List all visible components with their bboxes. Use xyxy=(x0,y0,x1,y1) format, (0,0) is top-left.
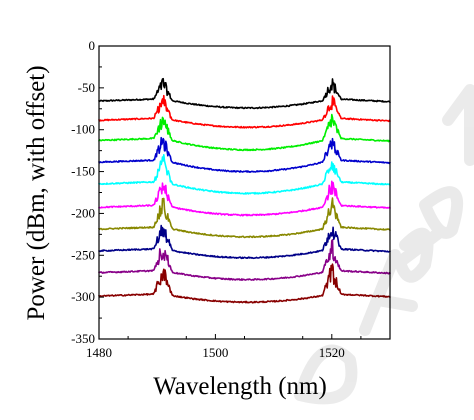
y-axis-title: Power (dBm, with offset) xyxy=(23,65,50,320)
spectrum-series-line xyxy=(98,94,391,129)
spectrum-series-line xyxy=(98,180,391,217)
spectrum-series-line xyxy=(98,136,391,173)
spectrum-series-line xyxy=(98,113,391,152)
spectrum-series-line xyxy=(98,263,391,304)
y-tick-label: -250 xyxy=(71,247,95,262)
x-tick-label: 1500 xyxy=(202,345,228,360)
accepted-manuscript-watermark xyxy=(294,84,474,405)
y-tick-label: 0 xyxy=(89,38,96,53)
x-axis-title: Wavelength (nm) xyxy=(153,373,327,400)
y-tick-label: -300 xyxy=(71,289,95,304)
y-tick-label: -100 xyxy=(71,122,95,137)
spectrum-series-line xyxy=(98,224,391,260)
x-tick-label: 1520 xyxy=(319,345,345,360)
spectrum-series-line xyxy=(98,239,391,281)
y-tick-label: -350 xyxy=(71,331,95,346)
y-tick-label: -150 xyxy=(71,164,95,179)
y-tick-label: -200 xyxy=(71,205,95,220)
spectrum-series-line xyxy=(98,77,391,110)
spectrum-series-line xyxy=(98,197,391,239)
y-tick-label: -50 xyxy=(78,80,95,95)
spectrum-series-line xyxy=(98,154,391,195)
x-tick-label: 1480 xyxy=(86,345,112,360)
ticks-layer: 1480 1500 1520 0 -50 -100 -150 -200 -250 -300 -350 xyxy=(71,38,362,360)
series-layer xyxy=(98,77,391,304)
